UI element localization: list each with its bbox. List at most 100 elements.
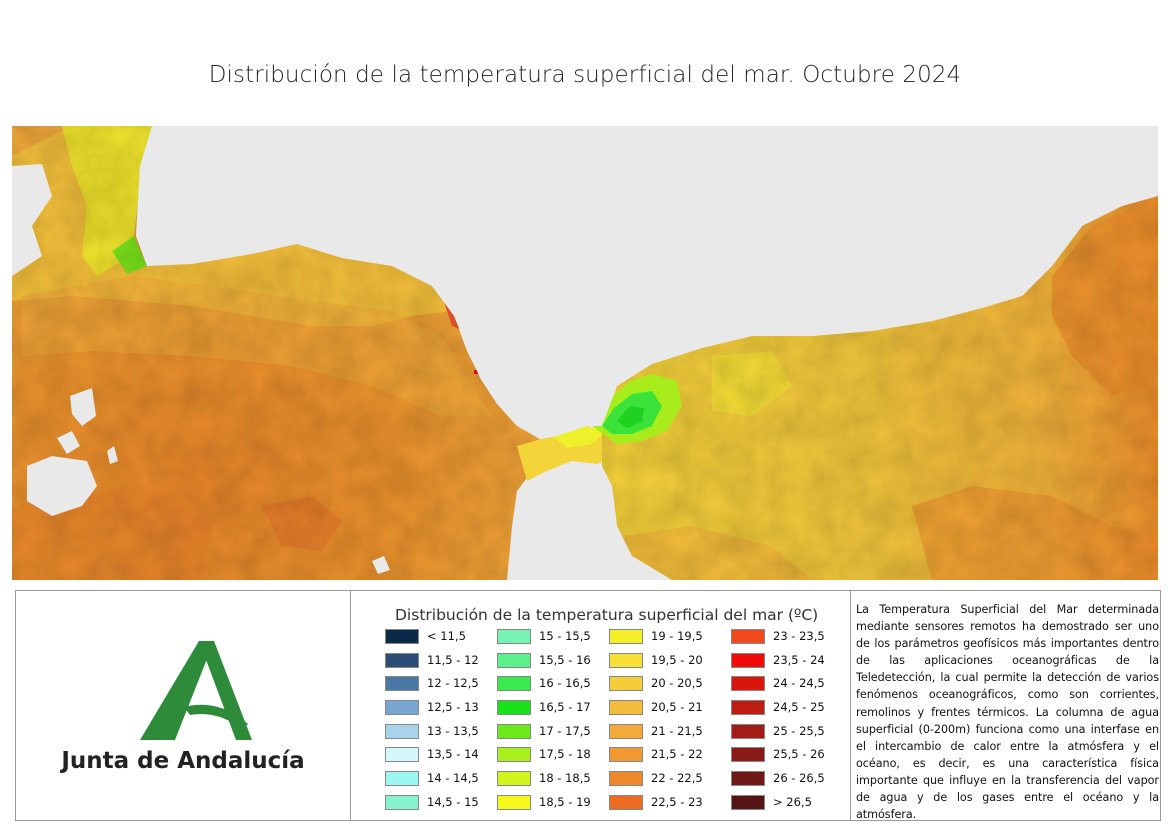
legend-item: 24 - 24,5	[731, 674, 843, 698]
legend-label: 21 - 21,5	[651, 723, 703, 738]
info-panel: Junta de Andalucía Distribución de la te…	[15, 590, 1161, 821]
legend-item: 12 - 12,5	[385, 674, 497, 698]
legend-swatch	[609, 652, 643, 668]
legend-label: 18,5 - 19	[539, 794, 591, 809]
legend-label: 11,5 - 12	[427, 652, 479, 667]
mediterranean-sea	[602, 196, 1158, 580]
legend-swatch	[609, 676, 643, 692]
legend-swatch	[385, 794, 419, 810]
legend-swatch	[385, 747, 419, 763]
legend-swatch	[497, 747, 531, 763]
logo-text: Junta de Andalucía	[61, 748, 305, 774]
legend-item: 13 - 13,5	[385, 722, 497, 746]
legend-label: 12 - 12,5	[427, 676, 479, 691]
legend-label: 25 - 25,5	[773, 723, 825, 738]
legend-item: 19 - 19,5	[609, 627, 721, 651]
legend-item: 14,5 - 15	[385, 793, 497, 817]
legend-swatch	[731, 794, 765, 810]
legend-label: 12,5 - 13	[427, 700, 479, 715]
legend-label: < 11,5	[427, 629, 466, 643]
legend-swatch	[385, 771, 419, 787]
legend-item: 12,5 - 13	[385, 698, 497, 722]
legend-column: < 11,5 11,5 - 12 12 - 12,5 12,5 - 13 13 …	[385, 627, 497, 817]
legend-item: 22,5 - 23	[609, 793, 721, 817]
legend-swatch	[609, 629, 643, 644]
legend-label: 22,5 - 23	[651, 794, 703, 809]
legend-swatch	[497, 794, 531, 810]
legend-label: 24 - 24,5	[773, 676, 825, 691]
legend-item: 11,5 - 12	[385, 651, 497, 675]
legend-swatch	[731, 747, 765, 763]
legend-column: 15 - 15,5 15,5 - 16 16 - 16,5 16,5 - 17 …	[497, 627, 609, 817]
legend-label: 17 - 17,5	[539, 723, 591, 738]
legend-label: 15 - 15,5	[539, 629, 591, 643]
legend-item: 16,5 - 17	[497, 698, 609, 722]
legend-swatch	[609, 771, 643, 787]
legend-column: 19 - 19,5 19,5 - 20 20 - 20,5 20,5 - 21 …	[609, 627, 721, 817]
legend-item: 15 - 15,5	[497, 627, 609, 651]
sst-map	[12, 126, 1158, 580]
legend-item: 23,5 - 24	[731, 651, 843, 675]
legend-swatch	[497, 629, 531, 644]
legend-label: 18 - 18,5	[539, 771, 591, 786]
legend-label: 19,5 - 20	[651, 652, 703, 667]
legend-swatch	[385, 629, 419, 644]
legend-item: 16 - 16,5	[497, 674, 609, 698]
legend-label: 20 - 20,5	[651, 676, 703, 691]
description-text: La Temperatura Superficial del Mar deter…	[856, 603, 1159, 822]
legend-label: 21,5 - 22	[651, 747, 703, 762]
legend-label: 13 - 13,5	[427, 723, 479, 738]
legend-swatch	[609, 794, 643, 810]
legend-item: 23 - 23,5	[731, 627, 843, 651]
legend-label: 22 - 22,5	[651, 771, 703, 786]
legend-item: 17 - 17,5	[497, 722, 609, 746]
legend: Distribución de la temperatura superfici…	[351, 591, 851, 820]
legend-item: 21,5 - 22	[609, 745, 721, 769]
legend-item: 24,5 - 25	[731, 698, 843, 722]
legend-label: 19 - 19,5	[651, 629, 703, 643]
legend-swatch	[497, 771, 531, 787]
legend-swatch	[731, 629, 765, 644]
legend-swatch	[731, 700, 765, 716]
legend-item: 17,5 - 18	[497, 745, 609, 769]
legend-swatch	[731, 652, 765, 668]
legend-label: > 26,5	[773, 794, 812, 809]
legend-label: 20,5 - 21	[651, 700, 703, 715]
legend-item: 20 - 20,5	[609, 674, 721, 698]
page-title: Distribución de la temperatura superfici…	[208, 62, 962, 88]
legend-swatch	[497, 723, 531, 739]
legend-item: 26 - 26,5	[731, 769, 843, 793]
legend-label: 16 - 16,5	[539, 676, 591, 691]
legend-label: 14,5 - 15	[427, 794, 479, 809]
legend-swatch	[385, 723, 419, 739]
legend-swatch	[731, 676, 765, 692]
legend-swatch	[385, 700, 419, 716]
legend-label: 16,5 - 17	[539, 700, 591, 715]
legend-label: 24,5 - 25	[773, 700, 825, 715]
legend-label: 25,5 - 26	[773, 747, 825, 762]
legend-item: 22 - 22,5	[609, 769, 721, 793]
legend-label: 23,5 - 24	[773, 652, 825, 667]
legend-item: 25,5 - 26	[731, 745, 843, 769]
land-mask	[12, 126, 1158, 580]
legend-label: 26 - 26,5	[773, 771, 825, 786]
legend-item: > 26,5	[731, 793, 843, 817]
legend-swatch	[731, 723, 765, 739]
legend-swatch	[609, 723, 643, 739]
atlantic-sea	[12, 126, 552, 580]
legend-swatch	[497, 676, 531, 692]
junta-logo: Junta de Andalucía	[16, 591, 350, 820]
legend-item: < 11,5	[385, 627, 497, 651]
legend-label: 14 - 14,5	[427, 771, 479, 786]
legend-item: 15,5 - 16	[497, 651, 609, 675]
panel-divider-2	[850, 591, 851, 820]
legend-title: Distribución de la temperatura superfici…	[395, 606, 819, 624]
legend-label: 15,5 - 16	[539, 652, 591, 667]
legend-label: 13,5 - 14	[427, 747, 479, 762]
sst-map-svg	[12, 126, 1158, 580]
legend-item: 14 - 14,5	[385, 769, 497, 793]
legend-swatch	[609, 700, 643, 716]
legend-column: 23 - 23,5 23,5 - 24 24 - 24,5 24,5 - 25 …	[731, 627, 843, 817]
legend-swatch	[609, 747, 643, 763]
legend-swatch	[385, 676, 419, 692]
